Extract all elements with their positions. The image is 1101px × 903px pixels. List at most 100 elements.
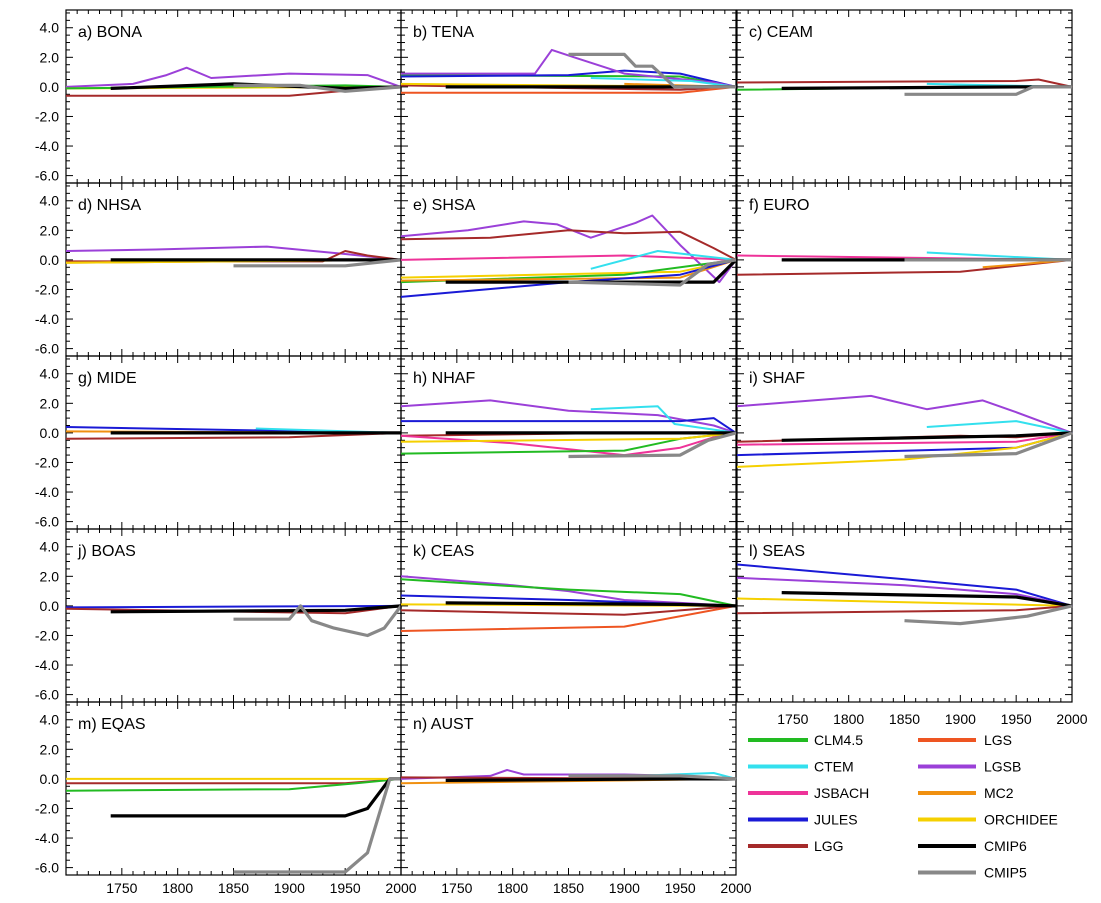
series-line-cmip5 (233, 258, 402, 268)
y-tick-label: 2.0 (40, 222, 60, 238)
legend-label: CLM4.5 (814, 732, 863, 748)
panel-14: n) AUST (400, 701, 737, 876)
x-tick-label: 1950 (330, 880, 361, 896)
series-line-cmip5 (568, 52, 736, 89)
legend-label: LGS (984, 732, 1012, 748)
panel-2: b) TENA (400, 9, 737, 184)
y-tick-label: 0.0 (40, 425, 60, 441)
series-line-cmip5 (904, 604, 1073, 626)
legend-label: JSBACH (814, 785, 869, 801)
panel-7: 4.0 2.0 0.0 -2.0 -4.0 -6.0 g) MIDE (35, 355, 402, 530)
series-line-cmip6 (781, 431, 1073, 442)
panel-title: b) TENA (413, 24, 474, 41)
x-tick-label: 1800 (162, 880, 193, 896)
legend-label: CMIP6 (984, 838, 1027, 854)
panel-title: g) MIDE (78, 370, 137, 387)
series-line-lgsb (736, 394, 1073, 434)
panel-5: e) SHSA (400, 182, 738, 357)
panel-9: i) SHAF (736, 355, 1073, 530)
panel-title: i) SHAF (749, 370, 805, 387)
series-line-lgg (400, 604, 737, 616)
panel-title: l) SEAS (749, 543, 805, 560)
series-line-cmip6 (445, 258, 738, 284)
x-tick-label: 1950 (1001, 711, 1032, 727)
series-line-ctem (926, 420, 1073, 434)
series-line-ctem (590, 77, 737, 88)
series-line-cmip5 (568, 774, 737, 781)
series-line-cmip6 (110, 777, 401, 818)
series-line-lgsb (400, 399, 737, 434)
y-tick-label: 0.0 (40, 598, 60, 614)
series-line-cmip5 (233, 604, 403, 638)
x-tick-label: 1800 (497, 880, 528, 896)
series-line-jsbach (400, 254, 737, 261)
y-tick-label: 0.0 (40, 252, 60, 268)
series-line-jules (400, 258, 737, 298)
x-tick-label: 2000 (1056, 711, 1087, 727)
panel-title: n) AUST (413, 716, 474, 733)
y-tick-label: -6.0 (35, 168, 59, 184)
series-line-clm45 (65, 777, 402, 792)
series-line-ctem (590, 250, 737, 270)
panel-title: m) EQAS (78, 716, 146, 733)
y-tick-label: -2.0 (35, 627, 59, 643)
x-tick-label: 2000 (720, 880, 751, 896)
series-line-orchidee (736, 597, 1073, 607)
y-tick-label: -2.0 (35, 108, 59, 124)
y-tick-label: -4.0 (35, 830, 59, 846)
y-tick-label: 0.0 (40, 79, 60, 95)
x-tick-label: 1900 (945, 711, 976, 727)
series-line-cmip5 (904, 431, 1073, 459)
y-tick-label: -2.0 (35, 281, 59, 297)
y-tick-label: -6.0 (35, 687, 59, 703)
panel-title: j) BOAS (77, 543, 136, 560)
y-tick-label: 0.0 (40, 771, 60, 787)
y-tick-label: 2.0 (40, 741, 60, 757)
panel-3: c) CEAM (736, 9, 1073, 184)
y-tick-label: -6.0 (35, 341, 59, 357)
series-line-cmip5 (233, 83, 402, 93)
legend-label: MC2 (984, 785, 1014, 801)
series-line-jules (65, 604, 402, 609)
panel-13: 4.0 2.0 0.0 -2.0 -4.0 -6.0 m) EQAS (35, 701, 402, 876)
panel-12: l) SEAS (736, 528, 1073, 703)
legend-label: LGSB (984, 759, 1021, 775)
y-tick-label: -4.0 (35, 138, 59, 154)
series-line-cmip6 (110, 604, 402, 614)
panel-11: k) CEAS (400, 528, 737, 703)
series-line-cmip6 (781, 591, 1073, 608)
series-line-lgg (400, 229, 737, 261)
series-line-lgs (400, 604, 737, 632)
x-tick-label: 1800 (833, 711, 864, 727)
y-tick-label: -2.0 (35, 800, 59, 816)
x-tick-label: 1950 (665, 880, 696, 896)
x-tick-label: 1750 (106, 880, 137, 896)
y-tick-label: -4.0 (35, 311, 59, 327)
series-line-cmip6 (445, 601, 737, 608)
y-tick-label: 4.0 (40, 366, 60, 382)
y-tick-label: -4.0 (35, 657, 59, 673)
panel-title: e) SHSA (413, 197, 476, 214)
panel-8: h) NHAF (400, 355, 737, 530)
panel-title: k) CEAS (413, 543, 474, 560)
x-tick-label: 1900 (274, 880, 305, 896)
series-line-jules (736, 563, 1073, 607)
series-line-jules (401, 417, 737, 434)
y-tick-label: 4.0 (40, 539, 60, 555)
series-line-lgg (736, 78, 1073, 88)
series-line-ctem (590, 405, 737, 434)
legend-label: ORCHIDEE (984, 812, 1058, 828)
y-tick-label: 2.0 (40, 49, 60, 65)
series-line-lgsb (65, 245, 402, 261)
panel-title: h) NHAF (413, 370, 475, 387)
x-tick-label: 1750 (777, 711, 808, 727)
series-line-cmip5 (568, 431, 737, 459)
x-tick-label: 1850 (889, 711, 920, 727)
series-line-cmip5 (568, 258, 737, 287)
series-line-cmip5 (233, 777, 401, 874)
y-tick-label: -4.0 (35, 484, 59, 500)
y-tick-label: 2.0 (40, 568, 60, 584)
series-line-lgg (736, 604, 1073, 615)
y-tick-label: -6.0 (35, 860, 59, 876)
legend-label: LGG (814, 838, 844, 854)
